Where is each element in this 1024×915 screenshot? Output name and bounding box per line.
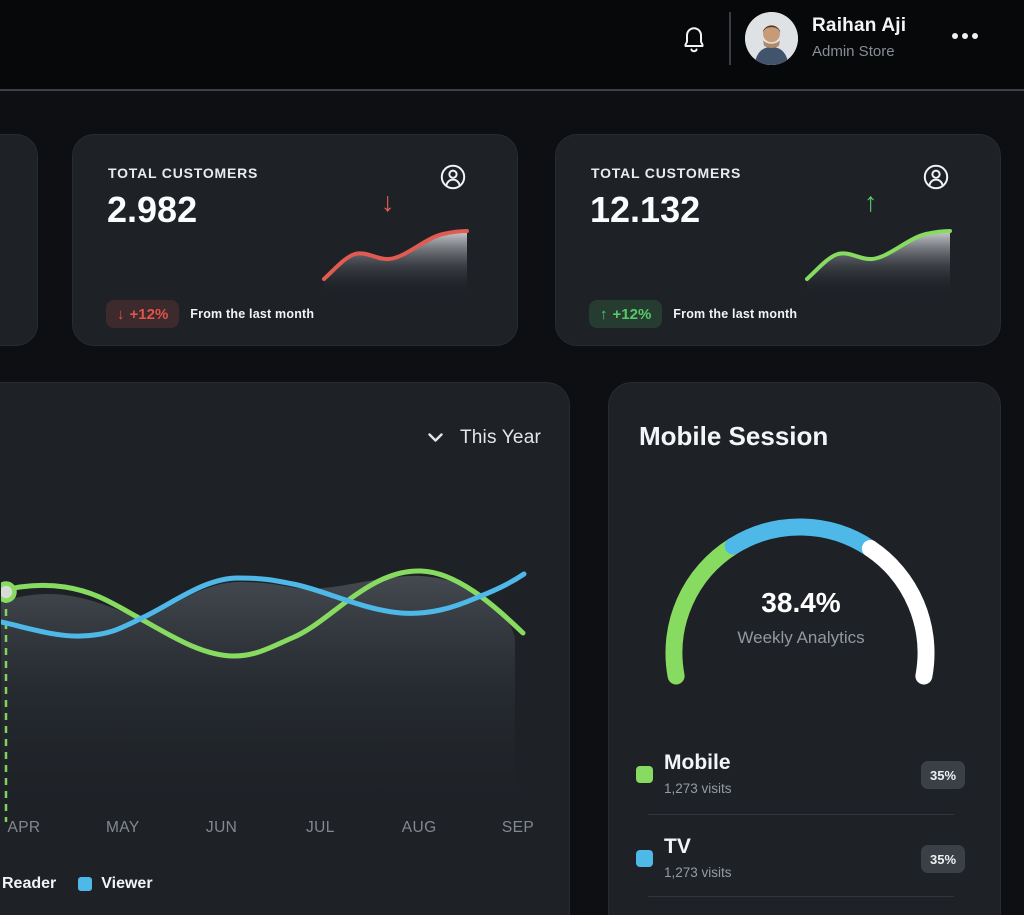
gauge-value: 38.4% bbox=[761, 587, 841, 618]
trend-up-arrow-icon: ↑ bbox=[864, 187, 878, 217]
stat-title: TOTAL CUSTOMERS bbox=[591, 165, 742, 181]
stat-card-customers-up: TOTAL CUSTOMERS 12.132 ↑ ↑ bbox=[555, 134, 1001, 346]
gauge-segment-blue bbox=[724, 518, 879, 557]
axis-label: SEP bbox=[501, 819, 535, 836]
stat-card-partial bbox=[0, 134, 38, 346]
badge-arrow-down-icon: ↓ bbox=[117, 305, 125, 323]
axis-label: APR bbox=[7, 819, 41, 836]
top-bar: Raihan Aji Admin Store bbox=[0, 0, 1024, 91]
legend-reader[interactable]: Reader bbox=[2, 875, 57, 892]
header-divider bbox=[729, 12, 731, 65]
series-viewer-line bbox=[1, 571, 527, 639]
trend-down-arrow-icon: ↓ bbox=[381, 187, 395, 217]
axis-label: MAY bbox=[105, 819, 140, 836]
stat-value: 12.132 bbox=[590, 189, 701, 230]
session-share-badge: 35% bbox=[921, 845, 965, 873]
stat-footer: ↑ +12% From the last month bbox=[589, 300, 797, 328]
session-label: Mobile bbox=[664, 751, 731, 774]
gauge-caption: Weekly Analytics bbox=[737, 628, 865, 647]
chart-area-fill bbox=[1, 575, 515, 824]
chart-legend: Reader Viewer bbox=[0, 875, 153, 893]
badge-note: From the last month bbox=[673, 307, 798, 321]
change-badge: ↑ +12% bbox=[589, 300, 663, 328]
axis-label: AUG bbox=[401, 819, 437, 836]
x-axis-labels: APR MAY JUN JUL AUG SEP bbox=[1, 819, 541, 837]
row-divider bbox=[648, 896, 954, 897]
gauge-segment-green bbox=[665, 537, 742, 685]
change-badge: ↓ +12% bbox=[106, 300, 180, 328]
legend-viewer-swatch bbox=[78, 877, 93, 891]
axis-label: JUL bbox=[306, 819, 335, 836]
notification-bell-icon[interactable] bbox=[681, 25, 707, 55]
user-circle-icon bbox=[922, 163, 950, 191]
badge-arrow-up-icon: ↑ bbox=[600, 305, 608, 323]
tv-swatch bbox=[636, 850, 653, 867]
gauge-center-text: 38.4% Weekly Analytics bbox=[701, 587, 901, 648]
user-name: Raihan Aji bbox=[812, 15, 907, 36]
readers-chart-card: This Year APR MAY JUN bbox=[0, 382, 570, 915]
mobile-swatch bbox=[636, 766, 653, 783]
session-share-badge: 35% bbox=[921, 761, 965, 789]
year-filter-dropdown[interactable]: This Year bbox=[428, 427, 541, 449]
year-filter-label: This Year bbox=[459, 427, 541, 448]
gauge-segment-white bbox=[861, 540, 935, 685]
stat-card-customers-down: TOTAL CUSTOMERS 2.982 ↓ ↓ bbox=[72, 134, 518, 346]
badge-value: +12% bbox=[612, 305, 652, 323]
badge-value: +12% bbox=[129, 305, 169, 323]
session-label: TV bbox=[664, 835, 691, 858]
stat-title: TOTAL CUSTOMERS bbox=[108, 165, 259, 181]
row-divider bbox=[648, 814, 954, 815]
badge-note: From the last month bbox=[190, 307, 315, 321]
chevron-down-icon bbox=[428, 433, 443, 442]
stat-value: 2.982 bbox=[107, 189, 198, 230]
user-role: Admin Store bbox=[812, 43, 895, 60]
mobile-session-card: Mobile Session 38.4% Weekly Analytics Mo… bbox=[608, 382, 1001, 915]
sparkline-up bbox=[805, 229, 952, 295]
series-reader-line bbox=[1, 568, 526, 659]
card-title: Mobile Session bbox=[639, 421, 829, 451]
session-gauge bbox=[665, 518, 935, 685]
session-visits: 1,273 visits bbox=[664, 781, 732, 796]
user-info: Raihan Aji Admin Store bbox=[812, 15, 906, 60]
axis-label: JUN bbox=[205, 819, 238, 836]
line-chart bbox=[1, 568, 527, 824]
user-circle-icon bbox=[439, 163, 467, 191]
more-menu-icon[interactable] bbox=[952, 33, 978, 39]
sparkline-down bbox=[322, 229, 469, 295]
stat-footer: ↓ +12% From the last month bbox=[106, 300, 314, 328]
legend-viewer[interactable]: Viewer bbox=[101, 875, 153, 892]
session-row-tv[interactable]: TV 1,273 visits 35% bbox=[609, 827, 1002, 905]
session-row-mobile[interactable]: Mobile 1,273 visits 35% bbox=[609, 743, 1002, 821]
session-visits: 1,273 visits bbox=[664, 865, 732, 880]
avatar[interactable] bbox=[745, 12, 798, 65]
chart-marker-dot bbox=[1, 581, 17, 603]
